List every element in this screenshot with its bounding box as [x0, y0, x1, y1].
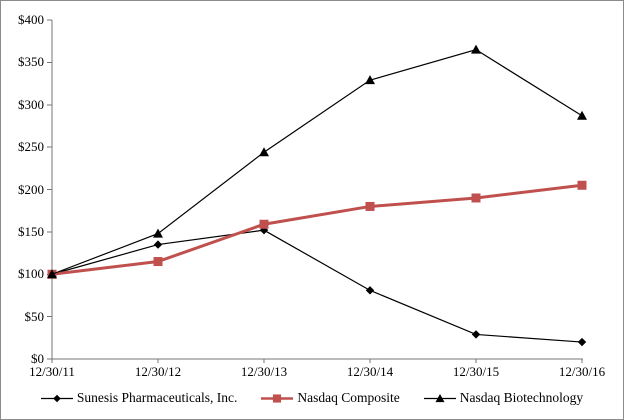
y-tick-label: $150: [18, 223, 44, 239]
x-tick-label: 12/30/16: [558, 364, 606, 379]
square-line-marker-icon: [261, 393, 294, 403]
y-tick-label: $350: [18, 54, 44, 70]
legend: Sunesis Pharmaceuticals, Inc. Nasdaq Com…: [1, 390, 623, 406]
x-tick-label: 12/30/14: [346, 364, 394, 379]
y-tick-label: $400: [18, 12, 44, 27]
series-1: [47, 180, 587, 279]
x-tick-label: 12/30/15: [452, 364, 500, 379]
axes: [47, 19, 583, 363]
legend-item-nasdaq-composite: Nasdaq Composite: [261, 390, 400, 406]
x-tick-label: 12/30/13: [240, 364, 288, 379]
y-tick-label: $300: [18, 96, 44, 112]
legend-label: Nasdaq Composite: [297, 390, 400, 405]
legend-item-nasdaq-biotechnology: Nasdaq Biotechnology: [423, 390, 584, 406]
legend-item-sunesis: Sunesis Pharmaceuticals, Inc.: [40, 390, 238, 406]
y-tick-label: $200: [18, 181, 44, 197]
x-tick-label: 12/30/12: [134, 364, 182, 379]
legend-label: Nasdaq Biotechnology: [459, 390, 584, 405]
legend-label: Sunesis Pharmaceuticals, Inc.: [76, 390, 238, 405]
y-tick-label: $100: [18, 266, 44, 282]
triangle-line-marker-icon: [423, 393, 456, 402]
y-tick-label: $250: [18, 139, 44, 155]
x-tick-label: 12/30/11: [29, 364, 75, 379]
y-tick-label: $0: [31, 351, 44, 366]
y-tick-label: $50: [24, 308, 45, 324]
series-0: [47, 225, 587, 347]
series-2: [47, 44, 587, 279]
diamond-line-marker-icon: [40, 394, 73, 402]
